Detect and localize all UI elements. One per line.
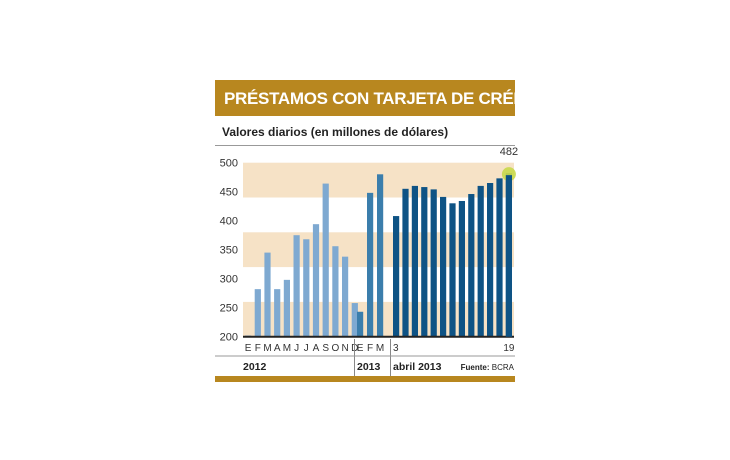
bar: [351, 303, 358, 337]
x-tick-label: M: [376, 343, 384, 354]
x-tick-label: M: [283, 343, 291, 354]
highlight-marker: [501, 167, 516, 182]
bar: [458, 200, 465, 337]
x-tick-label: 3: [393, 343, 399, 354]
x-tick-label: A: [274, 343, 281, 354]
bar: [322, 183, 329, 337]
x-tick-label: F: [367, 343, 373, 354]
bar: [402, 188, 409, 337]
bar: [254, 289, 261, 337]
source-label: Fuente:: [461, 363, 492, 372]
bar: [312, 224, 320, 337]
bar: [411, 185, 418, 337]
bottom-bar: [215, 376, 515, 382]
bar: [293, 235, 300, 337]
x-tick-label: E: [245, 343, 252, 354]
top-rule: [215, 145, 515, 146]
group-label: 2012: [243, 361, 267, 373]
x-tick-label: S: [322, 343, 329, 354]
bar: [496, 178, 503, 337]
bar: [449, 203, 456, 337]
y-tick-label: 350: [220, 245, 238, 257]
y-tick-label: 400: [220, 216, 238, 228]
x-tick-label: A: [313, 343, 320, 354]
x-tick-label: O: [332, 343, 340, 354]
source-note: Fuente: BCRA: [461, 363, 515, 372]
group-label: abril 2013: [393, 361, 442, 373]
bar-highlighted: [505, 175, 512, 337]
x-tick-label: F: [255, 343, 261, 354]
annotation-label: 482: [500, 146, 518, 158]
x-tick-label: J: [294, 343, 299, 354]
x-tick-label: M: [263, 343, 271, 354]
bar: [303, 239, 310, 337]
bar: [468, 194, 475, 337]
bar: [377, 174, 384, 337]
group-label: 2013: [357, 361, 381, 373]
x-tick-label: E: [357, 343, 364, 354]
bar: [477, 185, 484, 337]
source-value: BCRA: [492, 363, 515, 372]
y-tick-label: 250: [220, 303, 238, 315]
bar: [264, 252, 271, 337]
x-tick-label: N: [341, 343, 348, 354]
bar: [357, 311, 364, 337]
bar: [421, 187, 428, 337]
bar: [487, 183, 494, 337]
bar: [430, 189, 437, 337]
bar: [283, 279, 290, 337]
chart-subtitle: Valores diarios (en millones de dólares): [222, 125, 449, 139]
chart-title: PRÉSTAMOS CON TARJETA DE CRÉDITO: [215, 80, 553, 116]
y-tick-label: 200: [220, 332, 238, 344]
bar: [440, 196, 447, 337]
y-tick-label: 500: [220, 158, 238, 170]
bar: [367, 192, 374, 337]
y-tick-label: 300: [220, 274, 238, 286]
bar: [274, 289, 281, 337]
bar: [342, 256, 349, 337]
y-tick-label: 450: [220, 187, 238, 199]
bar: [393, 216, 400, 337]
x-tick-label: 19: [503, 343, 515, 354]
bar: [332, 246, 339, 337]
x-tick-label: J: [304, 343, 309, 354]
